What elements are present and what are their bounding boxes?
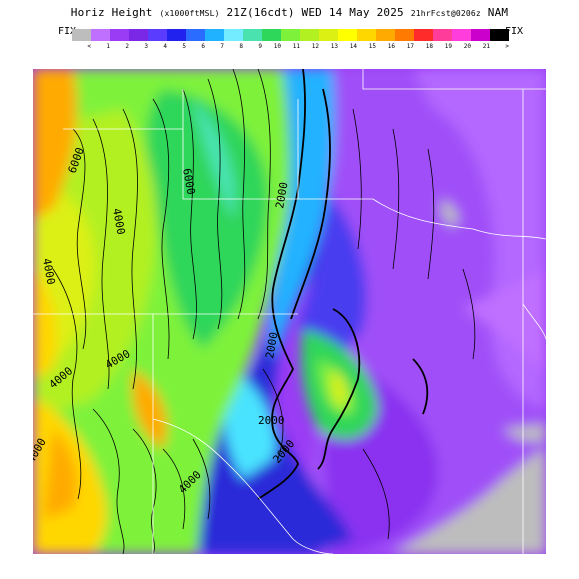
legend-swatch (186, 29, 205, 41)
legend-tick-label: 14 (349, 43, 357, 50)
legend-swatch (205, 29, 224, 41)
legend-swatch (72, 29, 91, 41)
contour-label: 4000 (110, 207, 127, 235)
legend-tick-label: 2 (125, 43, 129, 50)
legend-tick-label: 13 (330, 43, 338, 50)
legend-tick-label: 10 (273, 43, 281, 50)
legend-swatch (281, 29, 300, 41)
legend-swatch (471, 29, 490, 41)
legend-tick-label: 9 (258, 43, 262, 50)
legend-swatch (376, 29, 395, 41)
chart-title: Horiz Height (x1000ftMSL) 21Z(16cdt) WED… (0, 6, 579, 19)
legend-tick-label: 19 (444, 43, 452, 50)
legend-swatch (243, 29, 262, 41)
legend-tick-label: 20 (463, 43, 471, 50)
legend-swatch (395, 29, 414, 41)
legend-swatch (414, 29, 433, 41)
legend-swatch (167, 29, 186, 41)
legend-swatch (433, 29, 452, 41)
legend-tick-label: 16 (387, 43, 395, 50)
legend-swatch (262, 29, 281, 41)
state-boundaries (33, 69, 546, 554)
legend-swatch (91, 29, 110, 41)
contour-label: 6000 (180, 167, 197, 195)
legend-swatch (300, 29, 319, 41)
legend-tick-label: 12 (311, 43, 319, 50)
title-valid-time: 21Z(16cdt) WED 14 May 2025 (226, 6, 404, 19)
legend-swatch (357, 29, 376, 41)
legend-tick-label: 17 (406, 43, 414, 50)
legend-swatch (224, 29, 243, 41)
legend-tick-label: 5 (182, 43, 186, 50)
legend-tick-label: < (87, 43, 91, 50)
legend-tick-label: 7 (220, 43, 224, 50)
title-field: Horiz Height (70, 6, 153, 19)
legend-tick-label: 3 (144, 43, 148, 50)
title-forecast: 21hrFcst@0206z (410, 9, 481, 18)
legend-fix-right: FIX (505, 26, 524, 37)
height-field (33, 69, 546, 554)
legend-tick-label: 11 (292, 43, 300, 50)
contour-label: 2000 (273, 181, 290, 209)
legend-fix-left: FIX (58, 26, 77, 37)
legend-tick-label: 21 (482, 43, 490, 50)
legend-swatch (452, 29, 471, 41)
title-units: (x1000ftMSL) (159, 9, 220, 18)
legend-swatch (319, 29, 338, 41)
color-legend-ticks: <1 2 3 4 5 6 7 8 9 10 11 12 13 14 15 16 17 18 19 20 21 > (72, 43, 509, 53)
legend-swatch (110, 29, 129, 41)
legend-swatch (129, 29, 148, 41)
legend-tick-label: 4 (163, 43, 167, 50)
legend-tick-label: 15 (368, 43, 376, 50)
color-legend (72, 29, 509, 41)
contour-label: 2000 (263, 331, 280, 359)
legend-swatch (338, 29, 357, 41)
legend-swatch (490, 29, 509, 41)
main-contours (257, 69, 429, 500)
map-plot: 6000 6000 4000 4000 2000 2000 2000 4000 … (33, 69, 546, 554)
legend-swatch (148, 29, 167, 41)
contour-label: 2000 (258, 414, 285, 427)
legend-tick-label: 6 (201, 43, 205, 50)
title-model: NAM (487, 6, 509, 19)
contour-label: 4000 (40, 257, 57, 285)
legend-tick-label: 8 (239, 43, 243, 50)
legend-tick-label: 18 (425, 43, 433, 50)
legend-tick-label: 1 (106, 43, 110, 50)
legend-tick-label: > (505, 43, 509, 50)
